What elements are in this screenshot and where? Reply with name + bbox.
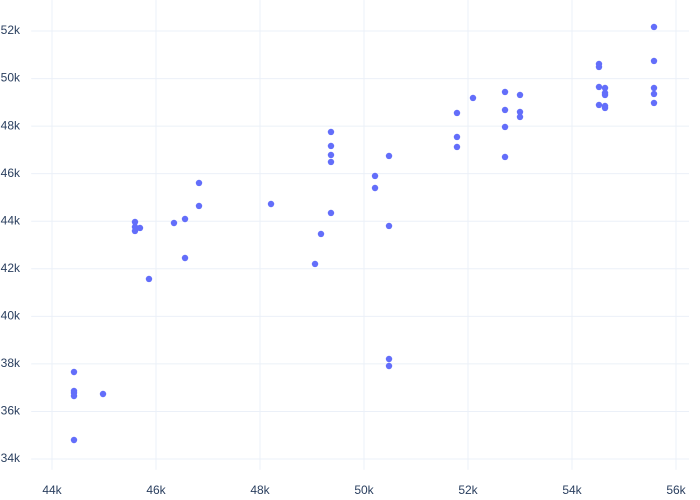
point: [385, 152, 393, 160]
point: [317, 230, 325, 238]
point: [195, 179, 203, 187]
point: [650, 84, 658, 92]
point: [501, 88, 509, 96]
point: [501, 106, 509, 114]
point: [327, 151, 335, 159]
point: [181, 215, 189, 223]
y-tick-label: 34k: [1, 451, 21, 465]
point: [170, 219, 178, 227]
point: [385, 362, 393, 370]
point: [327, 209, 335, 217]
y-tick-label: 38k: [1, 356, 21, 370]
point: [501, 153, 509, 161]
point: [595, 83, 603, 91]
point: [601, 84, 609, 92]
y-tick-label: 52k: [1, 23, 21, 37]
x-tick-label: 54k: [562, 483, 582, 497]
point: [595, 63, 603, 71]
y-tick-label: 50k: [1, 71, 21, 85]
point: [650, 57, 658, 65]
point: [70, 368, 78, 376]
point: [385, 355, 393, 363]
y-tick-label: 40k: [1, 309, 21, 323]
y-tick-label: 44k: [1, 213, 21, 227]
point: [516, 91, 524, 99]
point: [145, 275, 153, 283]
x-tick-label: 52k: [458, 483, 478, 497]
y-tick-label: 42k: [1, 261, 21, 275]
point: [453, 133, 461, 141]
y-tick-label: 46k: [1, 166, 21, 180]
point: [327, 128, 335, 136]
point: [650, 99, 658, 107]
point: [70, 436, 78, 444]
point: [131, 227, 139, 235]
point: [371, 184, 379, 192]
point: [453, 109, 461, 117]
y-tick-label: 48k: [1, 118, 21, 132]
point: [469, 94, 477, 102]
point: [650, 90, 658, 98]
point: [181, 254, 189, 262]
point: [327, 142, 335, 150]
point: [371, 172, 379, 180]
point: [650, 23, 658, 31]
point: [595, 101, 603, 109]
point: [516, 113, 524, 121]
point: [267, 200, 275, 208]
point: [601, 91, 609, 99]
x-tick-label: 56k: [666, 483, 686, 497]
point: [453, 143, 461, 151]
x-tick-label: 50k: [354, 483, 374, 497]
point: [327, 158, 335, 166]
x-tick-label: 48k: [250, 483, 270, 497]
point: [136, 224, 144, 232]
point: [516, 108, 524, 116]
point: [501, 123, 509, 131]
y-tick-label: 36k: [1, 404, 21, 418]
point: [99, 390, 107, 398]
x-tick-label: 44k: [42, 483, 62, 497]
x-tick-label: 46k: [146, 483, 166, 497]
point: [601, 104, 609, 112]
point: [385, 222, 393, 230]
point: [311, 260, 319, 268]
point: [131, 218, 139, 226]
point: [195, 202, 203, 210]
point: [70, 392, 78, 400]
